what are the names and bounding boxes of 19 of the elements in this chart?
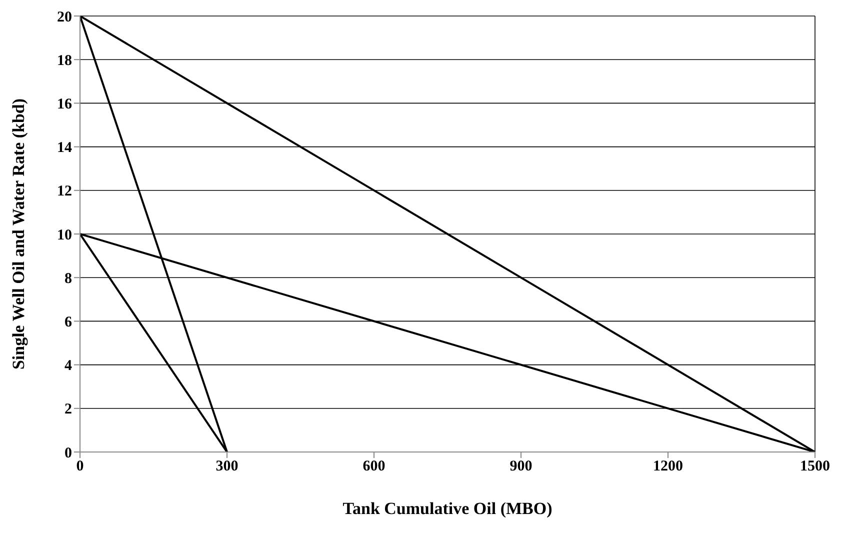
y-tick-label: 20: [57, 9, 72, 26]
x-tick-label: 1500: [800, 458, 830, 475]
y-axis-title: Single Well Oil and Water Rate (kbd): [9, 98, 28, 370]
x-tick-label: 900: [510, 458, 532, 475]
y-tick-label: 14: [57, 140, 72, 156]
y-tick-label: 4: [64, 358, 72, 374]
y-tick-label: 2: [64, 402, 72, 418]
y-tick-label: 0: [64, 445, 72, 462]
y-tick-label: 10: [57, 227, 72, 244]
x-tick-label: 600: [362, 458, 386, 475]
x-tick-label: 300: [216, 458, 238, 475]
y-tick-label: 18: [57, 52, 72, 69]
y-tick-label: 6: [64, 314, 72, 331]
y-tick-label: 16: [57, 96, 72, 113]
y-tick-label: 8: [64, 270, 72, 287]
y-tick-label: 12: [57, 184, 72, 200]
x-tick-label: 0: [76, 458, 84, 475]
x-axis-title: Tank Cumulative Oil (MBO): [342, 499, 552, 518]
x-tick-label: 1200: [653, 458, 683, 475]
